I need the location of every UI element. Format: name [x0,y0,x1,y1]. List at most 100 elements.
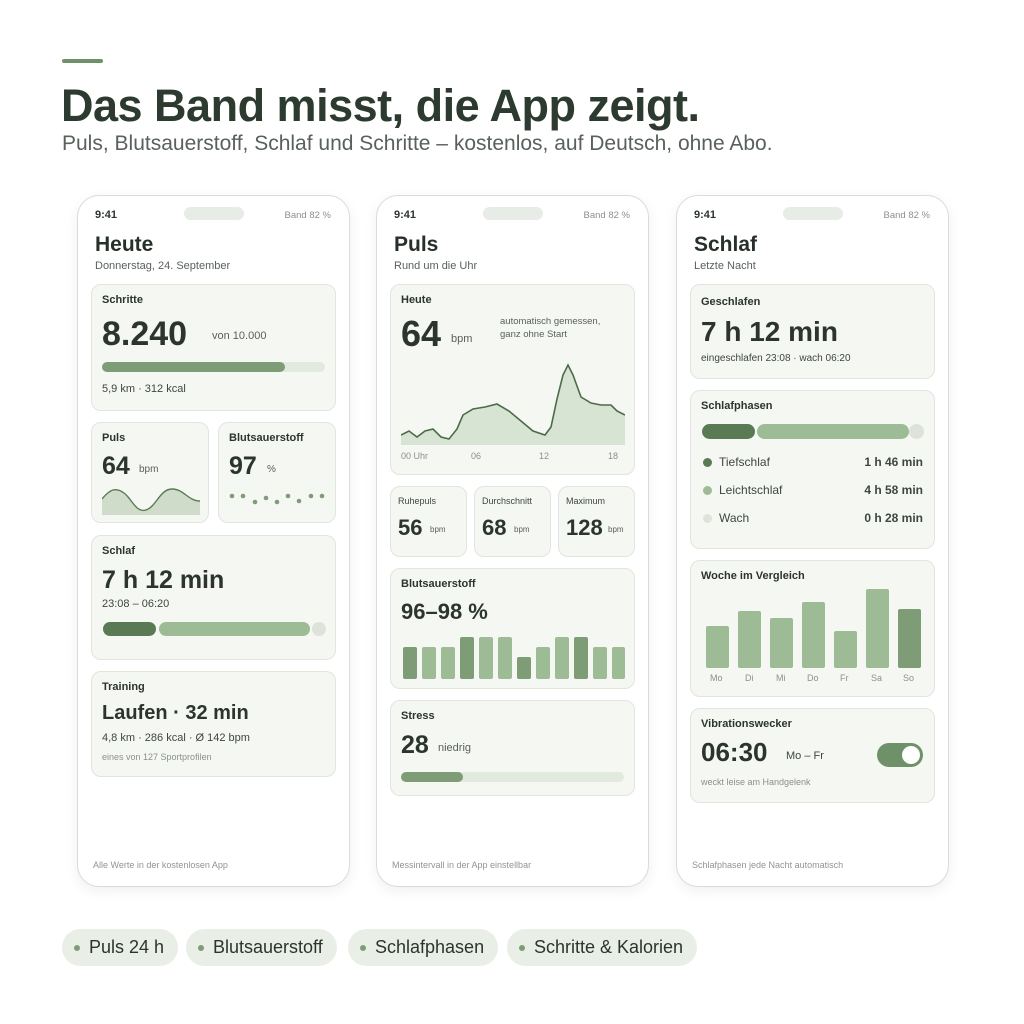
phone-pulse: 9:41 Band 82 % Puls Rund um die Uhr Heut… [376,195,649,887]
screen-subtitle: Letzte Nacht [694,260,756,272]
vibration-alarm-card[interactable]: Vibrationswecker 06:30 Mo – Fr weckt lei… [690,708,935,803]
feature-pill: Schritte & Kalorien [507,929,698,966]
pulse-note-line2: ganz ohne Start [500,329,568,340]
pill-label: Schritte & Kalorien [534,937,684,957]
phase-name: Tiefschlaf [719,455,770,469]
steps-card[interactable]: Schritte 8.240 von 10.000 5,9 km · 312 k… [91,284,336,411]
feature-pill: Puls 24 h [62,929,179,966]
pill-label: Blutsauerstoff [213,937,323,957]
pulse-unit: bpm [139,464,159,475]
day-label: Sa [871,673,883,683]
x-tick: 18 [608,451,619,461]
sleep-value: 7 h 12 min [102,566,225,594]
max-label: Maximum [566,496,606,506]
legend-dot [703,514,712,523]
stress-progress-fill [401,772,464,782]
spo2-label: Blutsauerstoff [229,432,304,444]
phases-label: Schlafphasen [701,400,773,412]
average-pulse-card[interactable]: Durchschnitt 68 bpm [474,486,551,557]
status-time: 9:41 [394,209,417,221]
max-pulse-card[interactable]: Maximum 128 bpm [558,486,635,557]
resting-pulse-card[interactable]: Ruhepuls 56 bpm [390,486,467,557]
screen-footer: Messintervall in der App einstellbar [392,860,532,870]
resting-label: Ruhepuls [398,496,437,506]
stress-value: 28 [401,731,429,759]
x-tick: 12 [539,451,550,461]
legend-dot [703,486,712,495]
status-battery: Band 82 % [284,210,331,221]
training-note: eines von 127 Sportprofilen [102,752,212,762]
sleep-card[interactable]: Schlaf 7 h 12 min 23:08 – 06:20 [91,535,336,660]
average-unit: bpm [514,525,530,534]
pulse-today-card[interactable]: Heute 64 bpm automatisch gemessen, ganz … [390,284,635,475]
training-card[interactable]: Training Laufen · 32 min 4,8 km · 286 kc… [91,671,336,777]
spo2-value: 97 [229,452,257,480]
average-label: Durchschnitt [482,496,533,506]
training-label: Training [102,681,145,693]
day-label: Mi [776,673,786,683]
page-title: Das Band misst, die App zeigt. [61,80,700,131]
alarm-time: 06:30 [701,737,768,767]
steps-goal: von 10.000 [212,330,267,342]
sleep-phases-card[interactable]: Schlafphasen Tiefschlaf 1 h 46 min Leich… [690,390,935,549]
alarm-toggle[interactable] [877,743,923,767]
steps-value: 8.240 [102,315,188,353]
status-battery: Band 82 % [583,210,630,221]
spo2-card[interactable]: Blutsauerstoff 97 % [218,422,336,523]
sleep-light-bar [159,622,310,636]
pill-dot [519,944,525,951]
phone-notch [783,207,843,220]
pulse-today-unit: bpm [451,333,473,345]
week-bar-chart [706,589,921,668]
steps-detail: 5,9 km · 312 kcal [102,383,186,395]
screen-footer: Alle Werte in der kostenlosen App [93,860,228,870]
resting-value: 56 [398,515,423,540]
screen-footer: Schlafphasen jede Nacht automatisch [692,860,844,870]
status-time: 9:41 [95,209,118,221]
max-unit: bpm [608,525,624,534]
spo2-unit: % [267,464,276,475]
week-compare-card[interactable]: Woche im Vergleich Mo Di Mi Do Fr Sa So [690,560,935,697]
day-label: Mo [710,673,723,683]
stress-card[interactable]: Stress 28 niedrig [390,700,635,796]
spo2-bar-chart [403,637,625,679]
phone-sleep: 9:41 Band 82 % Schlaf Letzte Nacht Gesch… [676,195,949,887]
week-label: Woche im Vergleich [701,570,805,582]
x-tick: 06 [471,451,482,461]
phone-notch [184,207,244,220]
phase-light-bar [757,424,909,439]
phase-deep-bar [702,424,755,439]
pulse-card[interactable]: Puls 64 bpm [91,422,209,523]
steps-progress-bar [102,362,325,372]
steps-label: Schritte [102,294,143,306]
status-battery: Band 82 % [883,210,930,221]
screen-subtitle: Rund um die Uhr [394,260,478,272]
screen-title: Heute [95,233,154,256]
pulse-label: Puls [102,432,126,444]
day-label: Di [745,673,754,683]
pulse-value: 64 [102,452,130,480]
sleep-awake-bar [312,622,326,636]
pulse-sparkline [102,488,200,515]
spo2-detail-label: Blutsauerstoff [401,578,476,590]
pill-label: Puls 24 h [89,937,165,957]
average-value: 68 [482,515,507,540]
stress-level: niedrig [438,742,472,754]
stress-label: Stress [401,710,435,722]
toggle-knob [902,746,920,764]
screen-title: Schlaf [694,233,758,256]
sleep-label: Schlaf [102,545,136,557]
screen-date: Donnerstag, 24. September [95,260,231,272]
phase-value: 4 h 58 min [864,483,923,497]
pulse-today-value: 64 [401,313,442,354]
phone-notch [483,207,543,220]
stress-progress-bar [401,772,624,782]
alarm-days: Mo – Fr [786,750,824,762]
pulse-note-line1: automatisch gemessen, [500,316,601,327]
training-value: Laufen · 32 min [102,702,249,724]
slept-card[interactable]: Geschlafen 7 h 12 min eingeschlafen 23:0… [690,284,935,379]
training-detail: 4,8 km · 286 kcal · Ø 142 bpm [102,732,250,744]
accent-line [62,59,103,63]
spo2-detail-card[interactable]: Blutsauerstoff 96–98 % [390,568,635,689]
screen-title: Puls [394,233,439,256]
